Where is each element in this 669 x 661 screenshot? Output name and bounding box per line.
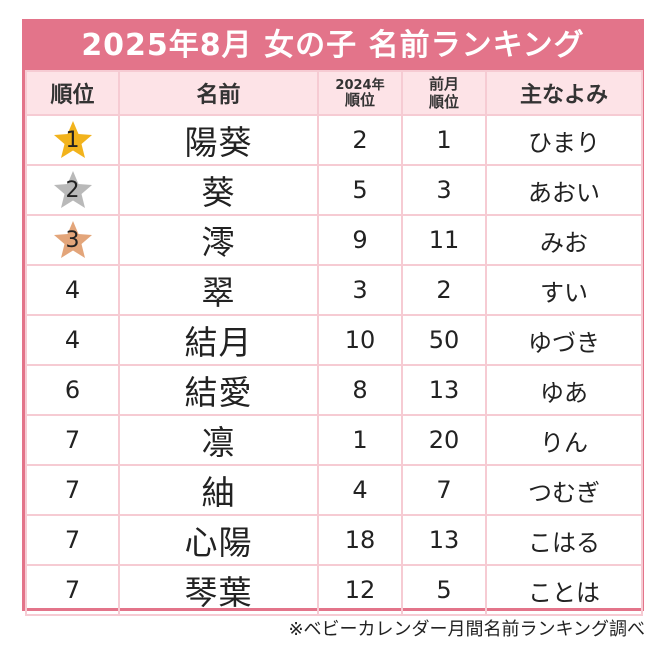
header-prev-month-line1: 前月 xyxy=(428,75,459,93)
name-cell: 翠 xyxy=(118,264,319,316)
prev-year-rank-cell: 9 xyxy=(317,214,403,266)
rank-cell: 7 xyxy=(25,564,120,616)
table-row: 3 澪 9 11 みお xyxy=(25,214,643,266)
table-row: 4 翠 3 2 すい xyxy=(25,264,643,316)
header-prev-month-line2: 順位 xyxy=(428,93,459,111)
rank-number: 2 xyxy=(65,178,80,203)
header-2024-line2: 順位 xyxy=(344,91,375,109)
prev-year-rank-cell: 5 xyxy=(317,164,403,216)
prev-month-rank-cell: 2 xyxy=(401,264,487,316)
header-name: 名前 xyxy=(118,70,319,116)
prev-month-rank-cell: 11 xyxy=(401,214,487,266)
header-rank: 順位 xyxy=(25,70,120,116)
rank-number: 1 xyxy=(65,128,80,153)
header-row: 順位 名前 2024年 順位 前月 順位 主なよみ xyxy=(25,70,643,116)
table-row: 6 結愛 8 13 ゆあ xyxy=(25,364,643,416)
reading-cell: りん xyxy=(485,414,643,466)
prev-year-rank-cell: 10 xyxy=(317,314,403,366)
rank-number: 3 xyxy=(65,228,80,253)
rank-cell: 1 xyxy=(25,114,120,166)
prev-month-rank-cell: 7 xyxy=(401,464,487,516)
prev-year-rank-cell: 1 xyxy=(317,414,403,466)
reading-cell: ゆあ xyxy=(485,364,643,416)
header-2024-line1: 2024年 xyxy=(335,78,385,93)
name-cell: 澪 xyxy=(118,214,319,266)
prev-month-rank-cell: 13 xyxy=(401,514,487,566)
bronze-star-icon: 3 xyxy=(51,218,95,262)
table-row: 7 琴葉 12 5 ことは xyxy=(25,564,643,616)
rank-cell: 4 xyxy=(25,314,120,366)
rank-cell: 3 xyxy=(25,214,120,266)
name-cell: 葵 xyxy=(118,164,319,216)
header-reading: 主なよみ xyxy=(485,70,643,116)
rank-cell: 7 xyxy=(25,514,120,566)
prev-year-rank-cell: 12 xyxy=(317,564,403,616)
gold-star-icon: 1 xyxy=(51,118,95,162)
prev-month-rank-cell: 5 xyxy=(401,564,487,616)
name-cell: 凛 xyxy=(118,414,319,466)
prev-year-rank-cell: 18 xyxy=(317,514,403,566)
name-cell: 陽葵 xyxy=(118,114,319,166)
name-cell: 結月 xyxy=(118,314,319,366)
table-row: 1 陽葵 2 1 ひまり xyxy=(25,114,643,166)
ranking-card: 2025年8月 女の子 名前ランキング 順位 名前 2024年 順位 前月 順位… xyxy=(22,19,644,616)
ranking-title: 2025年8月 女の子 名前ランキング xyxy=(25,22,641,70)
name-cell: 結愛 xyxy=(118,364,319,416)
rank-cell: 7 xyxy=(25,464,120,516)
table-row: 4 結月 10 50 ゆづき xyxy=(25,314,643,366)
ranking-table: 順位 名前 2024年 順位 前月 順位 主なよみ 1 陽葵 2 1 ひまり 2 葵 5 3 あお… xyxy=(25,70,643,616)
header-prev-month-rank: 前月 順位 xyxy=(401,70,487,116)
prev-month-rank-cell: 3 xyxy=(401,164,487,216)
table-row: 7 紬 4 7 つむぎ xyxy=(25,464,643,516)
reading-cell: ことは xyxy=(485,564,643,616)
rank-cell: 6 xyxy=(25,364,120,416)
rank-cell: 2 xyxy=(25,164,120,216)
reading-cell: ひまり xyxy=(485,114,643,166)
name-cell: 心陽 xyxy=(118,514,319,566)
reading-cell: みお xyxy=(485,214,643,266)
reading-cell: すい xyxy=(485,264,643,316)
table-row: 7 心陽 18 13 こはる xyxy=(25,514,643,566)
name-cell: 琴葉 xyxy=(118,564,319,616)
table-row: 2 葵 5 3 あおい xyxy=(25,164,643,216)
reading-cell: ゆづき xyxy=(485,314,643,366)
prev-month-rank-cell: 13 xyxy=(401,364,487,416)
reading-cell: つむぎ xyxy=(485,464,643,516)
reading-cell: あおい xyxy=(485,164,643,216)
prev-year-rank-cell: 8 xyxy=(317,364,403,416)
name-cell: 紬 xyxy=(118,464,319,516)
rank-cell: 4 xyxy=(25,264,120,316)
prev-year-rank-cell: 4 xyxy=(317,464,403,516)
rank-cell: 7 xyxy=(25,414,120,466)
source-note: ※ベビーカレンダー月間名前ランキング調べ xyxy=(288,619,645,640)
reading-cell: こはる xyxy=(485,514,643,566)
header-2024-rank: 2024年 順位 xyxy=(317,70,403,116)
prev-year-rank-cell: 3 xyxy=(317,264,403,316)
prev-month-rank-cell: 20 xyxy=(401,414,487,466)
prev-month-rank-cell: 1 xyxy=(401,114,487,166)
table-row: 7 凛 1 20 りん xyxy=(25,414,643,466)
prev-year-rank-cell: 2 xyxy=(317,114,403,166)
silver-star-icon: 2 xyxy=(51,168,95,212)
prev-month-rank-cell: 50 xyxy=(401,314,487,366)
